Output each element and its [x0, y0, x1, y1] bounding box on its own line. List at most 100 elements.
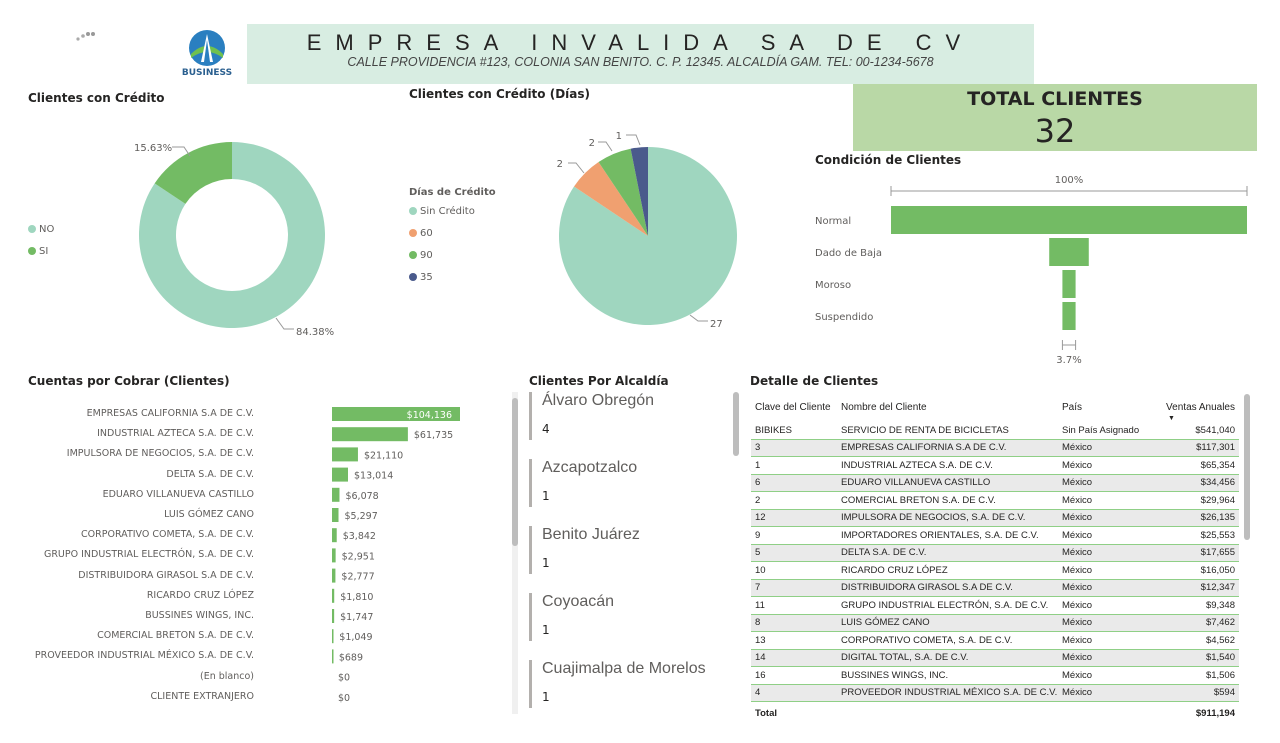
cell-ventas: $17,655: [1160, 544, 1239, 562]
alcaldia-name: Cuajimalpa de Morelos: [542, 660, 706, 677]
table-row[interactable]: 12 IMPULSORA DE NEGOCIOS, S.A. DE C.V. Méx…: [751, 509, 1239, 527]
cell-pais: México: [1058, 491, 1160, 510]
cell-pais: México: [1058, 596, 1160, 615]
ar-category-label: EMPRESAS CALIFORNIA S.A DE C.V.: [86, 408, 254, 419]
alcaldia-card[interactable]: Azcapotzalco 1: [529, 459, 732, 507]
alcaldia-card[interactable]: Álvaro Obregón 4: [529, 392, 732, 440]
table-row[interactable]: 10 RICARDO CRUZ LÓPEZ México $16,050: [751, 561, 1239, 580]
table-row[interactable]: 4 PROVEEDOR INDUSTRIAL MÉXICO S.A. DE C.V…: [751, 684, 1239, 702]
cell-pais: México: [1058, 544, 1160, 562]
cell-pais: México: [1058, 439, 1160, 457]
cell-clave: 12: [751, 509, 837, 527]
cell-nombre: CORPORATIVO COMETA, S.A. DE C.V.: [837, 631, 1058, 650]
table-row[interactable]: 13 CORPORATIVO COMETA, S.A. DE C.V. México…: [751, 631, 1239, 650]
cell-ventas: $541,040: [1160, 422, 1239, 440]
table-row[interactable]: 5 DELTA S.A. DE C.V. México $17,655: [751, 544, 1239, 562]
cell-nombre: GRUPO INDUSTRIAL ELECTRÓN, S.A. DE C.V.: [837, 596, 1058, 615]
ar-bar-8[interactable]: [332, 568, 336, 583]
cell-nombre: EDUARO VILLANUEVA CASTILLO: [837, 474, 1058, 492]
alcaldia-scrollbar-right[interactable]: [733, 392, 739, 456]
col-header-clave[interactable]: Clave del Cliente: [755, 401, 831, 413]
ar-bar-1[interactable]: [332, 427, 408, 442]
col-header-nombre[interactable]: Nombre del Cliente: [841, 401, 927, 413]
company-name: EMPRESA INVALIDA SA DE CV: [306, 30, 975, 55]
alcaldia-card[interactable]: Cuajimalpa de Morelos 1: [529, 660, 732, 708]
cell-pais: México: [1058, 649, 1160, 667]
table-row[interactable]: 14 DIGITAL TOTAL, S.A. DE C.V. México $1,54…: [751, 649, 1239, 667]
ar-bar-5[interactable]: [332, 508, 339, 522]
ar-bar-4[interactable]: [332, 487, 340, 502]
pie-slice-1[interactable]: [573, 161, 648, 236]
ar-bar-12[interactable]: [332, 649, 334, 664]
donut-slice-si[interactable]: [154, 142, 232, 204]
legend-item-dias-3: 35: [409, 272, 433, 283]
header-banner: EMPRESA INVALIDA SA DE CV CALLE PROVIDEN…: [247, 24, 1034, 84]
table-row[interactable]: 3 EMPRESAS CALIFORNIA S.A DE C.V. México $1…: [751, 439, 1239, 457]
cell-clave: BIBIKES: [751, 422, 837, 440]
table-row[interactable]: 16 BUSSINES WINGS, INC. México $1,506: [751, 666, 1239, 685]
pie-slice-3[interactable]: [630, 147, 648, 236]
funnel-bar-1[interactable]: [1049, 238, 1089, 266]
cell-clave: 11: [751, 596, 837, 615]
table-row[interactable]: 8 LUIS GÓMEZ CANO México $7,462: [751, 614, 1239, 632]
cuentas-bar-chart: $104,136 $61,735 $21,110 $13,014 $6,078 $5,29…: [332, 407, 460, 704]
table-row[interactable]: 2 COMERCIAL BRETON S.A. DE C.V. México $29,…: [751, 491, 1239, 510]
table-row[interactable]: BIBIKES SERVICIO DE RENTA DE BICICLETAS Si…: [751, 422, 1239, 440]
funnel-bar-0[interactable]: [891, 206, 1247, 234]
alcaldia-card[interactable]: Benito Juárez 1: [529, 526, 732, 574]
cell-nombre: IMPORTADORES ORIENTALES, S.A. DE C.V.: [837, 526, 1058, 545]
col-header-ventas[interactable]: Ventas Anuales ▼: [1166, 401, 1235, 423]
cell-pais: México: [1058, 666, 1160, 685]
cell-nombre: DISTRIBUIDORA GIRASOL S.A DE C.V.: [837, 579, 1058, 597]
table-row[interactable]: 7 DISTRIBUIDORA GIRASOL S.A DE C.V. México…: [751, 579, 1239, 597]
table-scrollbar-thumb[interactable]: [1244, 394, 1250, 540]
donut-slice-no[interactable]: [139, 142, 325, 328]
ar-bar-11[interactable]: [332, 629, 334, 644]
funnel-bar-2[interactable]: [1062, 270, 1076, 298]
legend-dot-icon: [409, 229, 417, 237]
cell-pais: México: [1058, 456, 1160, 475]
alcaldia-card[interactable]: Coyoacán 1: [529, 593, 732, 641]
legend-dot-icon: [409, 251, 417, 259]
ar-value-label: $61,735: [414, 430, 453, 441]
table-row[interactable]: 9 IMPORTADORES ORIENTALES, S.A. DE C.V. Mé…: [751, 526, 1239, 545]
ar-category-label: IMPULSORA DE NEGOCIOS, S.A. DE C.V.: [66, 448, 254, 460]
donut-label-si: 15.63%: [134, 143, 172, 154]
cell-nombre: EMPRESAS CALIFORNIA S.A DE C.V.: [837, 439, 1058, 457]
legend-item-si: SI: [28, 246, 48, 257]
ar-bar-0[interactable]: [332, 407, 460, 421]
cell-pais: México: [1058, 579, 1160, 597]
alcaldia-scrollbar-thumb[interactable]: [512, 398, 518, 546]
alcaldia-name: Benito Juárez: [542, 526, 640, 543]
ar-value-label: $13,014: [354, 471, 393, 482]
pie-slice-2[interactable]: [598, 148, 648, 236]
donut-label-no: 84.38%: [296, 327, 334, 338]
ar-bar-10[interactable]: [332, 609, 335, 623]
cell-nombre: IMPULSORA DE NEGOCIOS, S.A. DE C.V.: [837, 509, 1058, 527]
cell-ventas: $9,348: [1160, 596, 1239, 615]
table-row[interactable]: 6 EDUARO VILLANUEVA CASTILLO México $34,456: [751, 474, 1239, 492]
cell-ventas: $16,050: [1160, 561, 1239, 580]
table-row[interactable]: 1 INDUSTRIAL AZTECA S.A. DE C.V. México $65…: [751, 456, 1239, 475]
col-header-pais[interactable]: País: [1062, 401, 1083, 413]
alcaldia-scrollbar-track[interactable]: [512, 392, 518, 714]
ar-bar-3[interactable]: [332, 467, 348, 482]
ar-bar-9[interactable]: [332, 588, 335, 603]
funnel-bar-3[interactable]: [1062, 302, 1076, 330]
ar-bar-2[interactable]: [332, 447, 358, 462]
ar-bar-6[interactable]: [332, 528, 337, 543]
legend-item-no: NO: [28, 224, 54, 235]
alcaldia-name: Coyoacán: [542, 593, 615, 610]
cell-ventas: $117,301: [1160, 439, 1239, 457]
ar-category-label: DISTRIBUIDORA GIRASOL S.A DE C.V.: [78, 569, 254, 581]
credit-days-legend-title: Días de Crédito: [409, 187, 496, 198]
ar-bar-7[interactable]: [332, 548, 336, 563]
cell-pais: México: [1058, 614, 1160, 632]
table-row[interactable]: 11 GRUPO INDUSTRIAL ELECTRÓN, S.A. DE C.V…: [751, 596, 1239, 615]
cell-ventas: $594: [1160, 684, 1239, 702]
ar-category-label: COMERCIAL BRETON S.A. DE C.V.: [97, 630, 254, 642]
ar-category-label: CORPORATIVO COMETA, S.A. DE C.V.: [81, 529, 254, 541]
cell-nombre: SERVICIO DE RENTA DE BICICLETAS: [837, 422, 1058, 440]
alcaldia-count: 4: [542, 422, 550, 436]
cell-ventas: $1,540: [1160, 649, 1239, 667]
